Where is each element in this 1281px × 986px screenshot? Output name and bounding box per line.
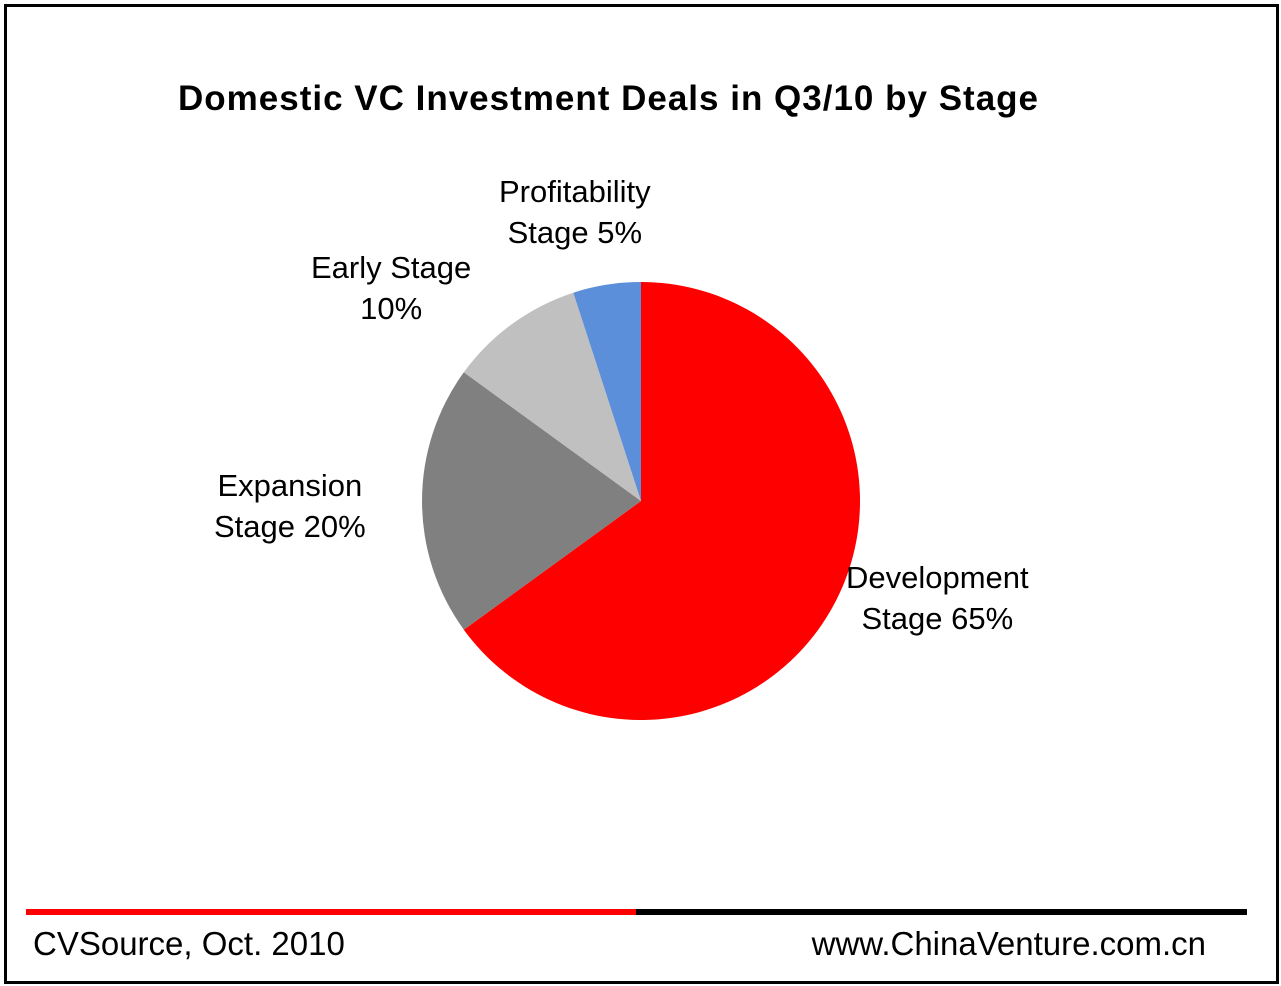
pie-chart [422, 282, 861, 720]
footer-rule-black [636, 909, 1247, 915]
slice-label-expansion-line1: Expansion [217, 468, 363, 503]
slice-early [463, 292, 641, 501]
slice-label-development-line1: Development [846, 560, 1029, 595]
chart-title: Domestic VC Investment Deals in Q3/10 by… [177, 79, 1039, 118]
slice-label-profitability-line1: Profitability [499, 174, 651, 209]
slice-label-profitability-line2: Stage 5% [507, 215, 643, 250]
footer-source: CVSource, Oct. 2010 [33, 925, 345, 962]
slice-label-early-line2: 10% [360, 291, 423, 326]
slice-development [463, 282, 861, 720]
footer-rule-red [26, 909, 636, 915]
slice-profitability [573, 282, 641, 501]
slice-label-development-line2: Stage 65% [861, 601, 1014, 636]
slice-label-profitability: Profitability Stage 5% [499, 171, 651, 253]
slice-label-early: Early Stage 10% [311, 247, 471, 329]
slice-label-expansion-line2: Stage 20% [214, 509, 366, 544]
slice-expansion [422, 372, 641, 630]
slice-label-early-line1: Early Stage [311, 250, 472, 285]
slice-label-expansion: Expansion Stage 20% [214, 465, 366, 547]
footer-url: www.ChinaVenture.com.cn [811, 925, 1206, 962]
chart-frame: Domestic VC Investment Deals in Q3/10 by… [4, 4, 1279, 984]
slice-label-development: Development Stage 65% [846, 557, 1029, 639]
